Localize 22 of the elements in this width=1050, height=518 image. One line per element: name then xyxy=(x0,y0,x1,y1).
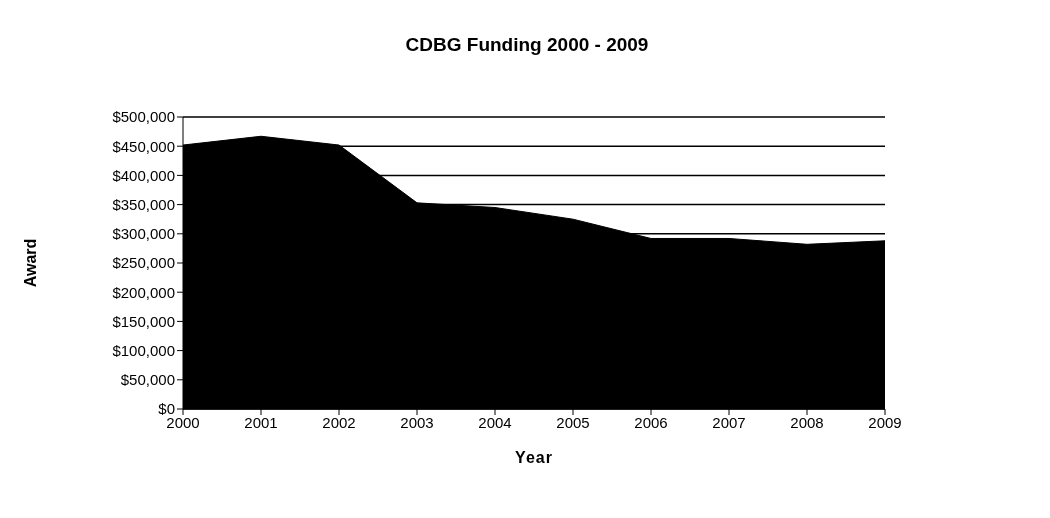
y-tick-label: $50,000 xyxy=(120,371,175,389)
chart-title: CDBG Funding 2000 - 2009 xyxy=(405,34,649,55)
x-tick-label: 2007 xyxy=(712,413,746,431)
y-tick-label: $350,000 xyxy=(112,195,175,213)
x-tick-label: 2008 xyxy=(790,413,824,431)
y-tick-label: $150,000 xyxy=(112,312,175,330)
y-axis-title: Award xyxy=(21,238,39,288)
y-tick-label: $250,000 xyxy=(112,254,175,272)
x-tick-label: 2009 xyxy=(868,413,902,431)
y-tick-label: $200,000 xyxy=(112,283,175,301)
y-tick-label: $300,000 xyxy=(112,225,175,243)
x-axis-title: Year xyxy=(515,449,553,466)
y-tick-label: $500,000 xyxy=(112,108,175,126)
x-tick-label: 2003 xyxy=(400,413,434,431)
x-tick-label: 2006 xyxy=(634,413,668,431)
x-tick-label: 2004 xyxy=(478,413,512,431)
x-tick-label: 2001 xyxy=(244,413,278,431)
y-tick-label: $450,000 xyxy=(112,137,175,155)
x-tick-label: 2005 xyxy=(556,413,590,431)
y-tick-label: $400,000 xyxy=(112,166,175,184)
x-tick-label: 2002 xyxy=(322,413,356,431)
y-tick-label: $100,000 xyxy=(112,341,175,359)
